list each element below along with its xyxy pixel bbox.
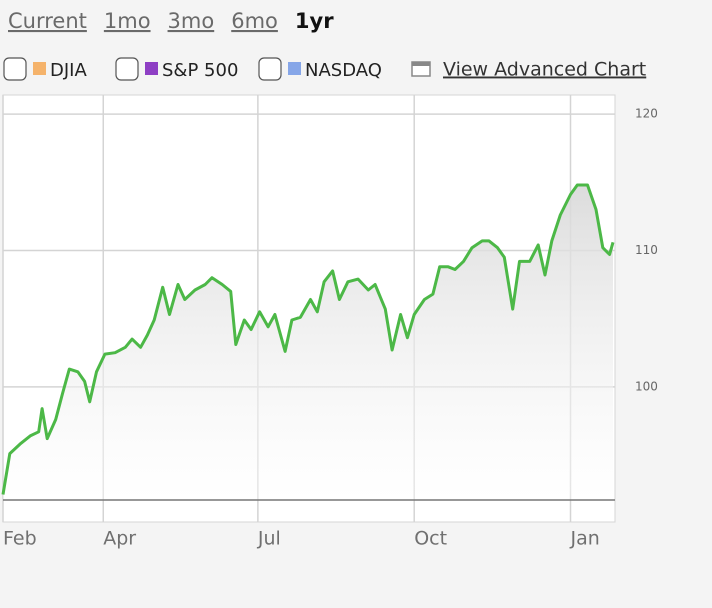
range-tab[interactable]: 1yr — [295, 9, 334, 33]
area-fill — [3, 185, 613, 500]
range-tab[interactable]: 6mo — [231, 9, 278, 33]
x-tick-label: Jul — [257, 528, 281, 550]
range-tab[interactable]: 3mo — [168, 9, 215, 33]
compare-label[interactable]: S&P 500 — [162, 60, 238, 81]
y-tick-label: 120 — [635, 107, 658, 121]
legend-swatch — [33, 62, 46, 75]
checkbox[interactable] — [3, 57, 27, 81]
range-tab[interactable]: 1mo — [104, 9, 151, 33]
compare-label[interactable]: DJIA — [50, 60, 87, 81]
advanced-chart-link[interactable]: View Advanced Chart — [443, 59, 646, 81]
y-tick-label: 100 — [635, 379, 658, 393]
checkbox[interactable] — [258, 57, 282, 81]
legend-swatch — [288, 62, 301, 75]
price-line — [1, 183, 615, 495]
x-tick-label: Apr — [103, 528, 136, 550]
checkbox[interactable] — [115, 57, 139, 81]
x-tick-label: Oct — [414, 528, 447, 550]
chart-icon-bar — [412, 62, 430, 66]
y-tick-label: 110 — [635, 243, 658, 257]
x-tick-label: Jan — [570, 528, 600, 550]
compare-label[interactable]: NASDAQ — [305, 60, 382, 81]
legend-swatch — [145, 62, 158, 75]
range-tab[interactable]: Current — [8, 9, 87, 33]
x-tick-label: Feb — [3, 528, 37, 550]
